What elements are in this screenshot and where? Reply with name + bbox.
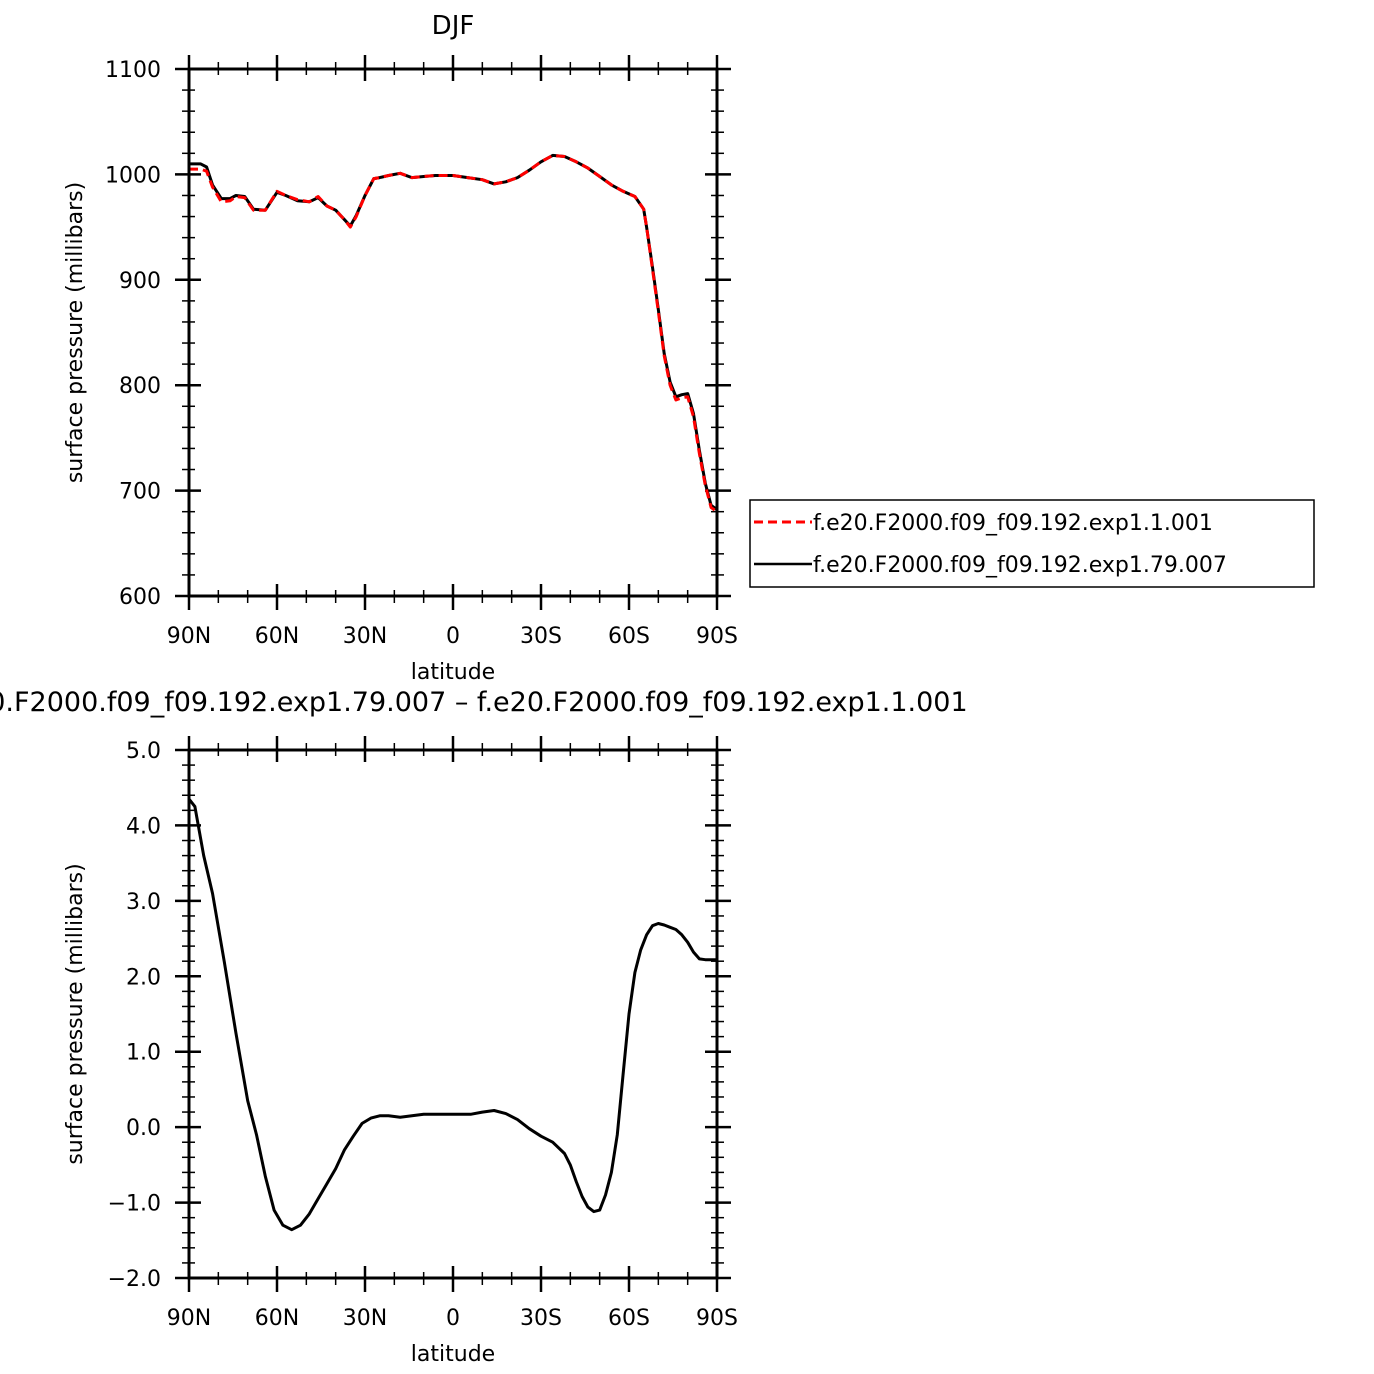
bottom-plot-frame [187, 748, 719, 1280]
bottom-chart-title: f.e20.F2000.f09_f09.192.exp1.79.007 – f.… [0, 687, 968, 718]
x-tick-label: 60S [608, 624, 650, 649]
x-tick-label: 90S [696, 1306, 738, 1331]
y-tick-label: −1.0 [108, 1192, 161, 1217]
bottom-y-axis-label: surface pressure (millibars) [63, 863, 88, 1164]
top-panel: DJF 600 700 800 900 1000 1100 90N 60N 30N 0 30S 60S… [63, 11, 1315, 685]
x-tick-label: 60N [255, 624, 299, 649]
y-tick-label: −2.0 [108, 1267, 161, 1292]
top-x-axis-label: latitude [411, 660, 495, 685]
top-chart-title: DJF [432, 11, 475, 41]
x-tick-label: 60N [255, 1306, 299, 1331]
legend-box [749, 499, 1315, 588]
top-series-layer [189, 153, 718, 513]
x-tick-label: 90S [696, 624, 738, 649]
bottom-panel: f.e20.F2000.f09_f09.192.exp1.79.007 – f.… [0, 687, 968, 1367]
y-tick-label: 4.0 [126, 814, 161, 839]
bottom-x-axis-label: latitude [411, 1342, 495, 1367]
legend: f.e20.F2000.f09_f09.192.exp1.1.001 f.e20… [749, 499, 1315, 588]
x-tick-label: 0 [446, 1306, 460, 1331]
series-line-1 [189, 153, 718, 511]
y-tick-label: 5.0 [126, 739, 161, 764]
y-tick-label: 900 [119, 269, 161, 294]
y-tick-label: 2.0 [126, 965, 161, 990]
x-tick-label: 30S [520, 624, 562, 649]
y-tick-label: 1100 [105, 58, 161, 83]
x-tick-label: 30N [343, 624, 387, 649]
x-tick-label: 90N [167, 1306, 211, 1331]
bottom-series-layer [187, 798, 717, 1232]
legend-label-exp1-1-001: f.e20.F2000.f09_f09.192.exp1.1.001 [813, 511, 1213, 536]
y-tick-label: 1.0 [126, 1041, 161, 1066]
y-tick-label: 700 [119, 480, 161, 505]
y-tick-label: 1000 [105, 163, 161, 188]
x-tick-label: 0 [446, 624, 460, 649]
legend-label-exp1-79-007: f.e20.F2000.f09_f09.192.exp1.79.007 [813, 553, 1227, 578]
top-y-axis-label: surface pressure (millibars) [63, 182, 88, 483]
top-ticks-layer: 600 700 800 900 1000 1100 90N 60N 30N 0 30S 60S 90S [105, 55, 738, 649]
y-tick-label: 0.0 [126, 1116, 161, 1141]
y-tick-label: 800 [119, 374, 161, 399]
bottom-ticks-layer: −2.0 −1.0 0.0 1.0 2.0 3.0 4.0 5.0 90N 60N 30N 0 30S 6… [108, 736, 738, 1331]
y-tick-label: 3.0 [126, 890, 161, 915]
top-plot-frame [187, 67, 719, 598]
series-line-0 [189, 153, 718, 513]
series-line-0 [187, 798, 717, 1232]
x-tick-label: 30N [343, 1306, 387, 1331]
x-tick-label: 60S [608, 1306, 650, 1331]
x-tick-label: 30S [520, 1306, 562, 1331]
x-tick-label: 90N [167, 624, 211, 649]
y-tick-label: 600 [119, 585, 161, 610]
